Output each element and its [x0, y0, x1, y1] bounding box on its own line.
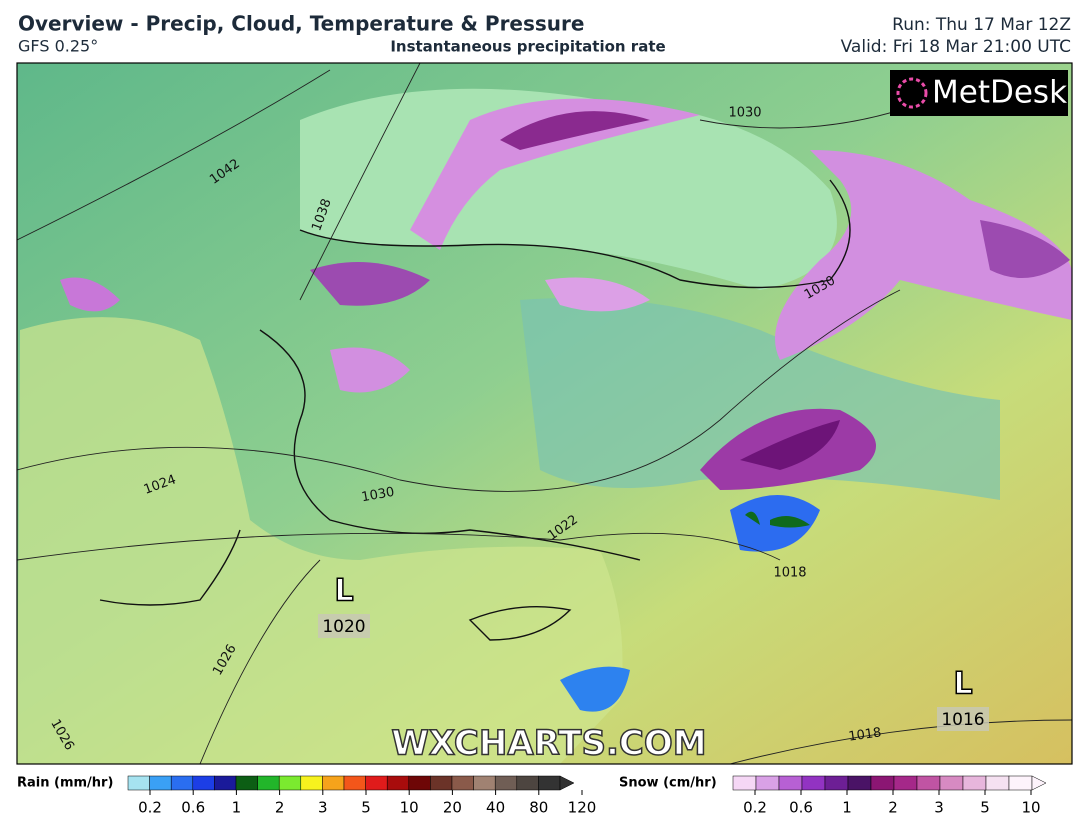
- subtitle: Instantaneous precipitation rate: [390, 38, 665, 56]
- rain-tick-label: 2: [275, 799, 285, 817]
- snow-band: [60, 277, 120, 312]
- snow-heavy: [500, 111, 650, 150]
- snow-swatch: [962, 775, 987, 791]
- snow-tick-label: 0.6: [789, 799, 813, 817]
- rain-tick-label: 0.2: [138, 799, 162, 817]
- center-value: 1016: [941, 710, 984, 730]
- rain-arrow: [559, 775, 575, 791]
- rain-swatch: [365, 775, 388, 791]
- rain-tick-label: 20: [443, 799, 462, 817]
- isobar-label: 1030: [360, 485, 395, 506]
- pressure-centers: L 1020 L 1016: [318, 573, 989, 731]
- snow-heavy: [740, 420, 840, 470]
- isobar-label: 1018: [848, 725, 883, 744]
- isobars: [17, 63, 1072, 764]
- snow-tick-label: 3: [934, 799, 944, 817]
- snow-tick-label: 1: [842, 799, 852, 817]
- low-symbol: L: [953, 667, 972, 702]
- low-symbol: L: [334, 574, 353, 609]
- rain-tick-label: 40: [486, 799, 505, 817]
- legend: 0.2 0.6 1 2 3 5 10 20 40 80 120 0.2 0.6 1 2 3 5 10: [127, 775, 1047, 817]
- rain-swatch: [149, 775, 172, 791]
- logo-icon: [896, 77, 928, 109]
- rain-swatch: [408, 775, 431, 791]
- map-frame: [16, 62, 1073, 765]
- rain-swatch: [343, 775, 366, 791]
- logo-box: [890, 70, 1068, 116]
- snow-band: [545, 277, 650, 312]
- snow-swatch: [893, 775, 918, 791]
- rain-tick-label: 10: [400, 799, 419, 817]
- rain-tick-label: 3: [318, 799, 328, 817]
- rain-swatch: [322, 775, 345, 791]
- cloud-area: [520, 298, 1000, 500]
- snow-swatch: [824, 775, 849, 791]
- rain-swatch: [300, 775, 323, 791]
- snow-swatch: [847, 775, 872, 791]
- rain-swatch: [278, 775, 302, 791]
- snow-swatch: [939, 775, 964, 791]
- title: Overview - Precip, Cloud, Temperature & …: [18, 12, 584, 36]
- rain-tick-label: 80: [529, 799, 548, 817]
- snow-band: [775, 150, 1072, 360]
- snow-band: [410, 98, 700, 250]
- snow-legend-label: Snow (cm/hr): [619, 776, 717, 791]
- rain-swatch: [473, 775, 496, 791]
- snow-swatch: [778, 775, 803, 791]
- snow-swatch: [755, 775, 780, 791]
- map: 1030104210381030103010221024102610261018…: [17, 63, 1072, 764]
- snow-tick-label: 2: [888, 799, 898, 817]
- watermark: WXCHARTS.COM: [391, 724, 706, 764]
- snow-swatch: [732, 775, 757, 791]
- mediterranean: [17, 317, 623, 764]
- rain-swatch: [235, 775, 258, 791]
- rain-swatch: [494, 775, 518, 791]
- rain-legend-label: Rain (mm/hr): [17, 776, 113, 791]
- snow-swatch: [801, 775, 826, 791]
- rain-swatch: [451, 775, 474, 791]
- rain-heavy: [745, 511, 810, 528]
- rain-swatch: [430, 775, 453, 791]
- isobar-label: 1018: [773, 566, 806, 581]
- coastlines: [99, 179, 851, 641]
- rain-swatch: [192, 775, 215, 791]
- run-time: Run: Thu 17 Mar 12Z: [892, 15, 1071, 35]
- valid-time: Valid: Fri 18 Mar 21:00 UTC: [841, 37, 1071, 57]
- snow-heavy: [980, 220, 1070, 278]
- snow-swatch: [1008, 775, 1033, 791]
- snow-tick-label: 0.2: [743, 799, 767, 817]
- rain-swatch: [257, 775, 280, 791]
- snow-tick-label: 5: [980, 799, 990, 817]
- snow-tick-label: 10: [1021, 799, 1040, 817]
- snow-swatch: [916, 775, 941, 791]
- snow-band: [330, 347, 410, 393]
- center-value-box: [937, 707, 989, 731]
- rain-swatch: [170, 775, 194, 791]
- rain-tick-label: 0.6: [181, 799, 205, 817]
- isobar-label: 1030: [728, 106, 761, 121]
- rain-tick-label: 5: [361, 799, 371, 817]
- rain-swatch: [516, 775, 539, 791]
- rain-swatch: [386, 775, 410, 791]
- rain-tick-label: 120: [568, 799, 597, 817]
- rain-swatch: [538, 775, 561, 791]
- snow-swatch: [985, 775, 1010, 791]
- logo: MetDesk: [932, 75, 1067, 111]
- rain-swatch: [127, 775, 150, 791]
- center-value: 1020: [322, 617, 365, 637]
- rain-area: [560, 666, 630, 712]
- rain-swatch: [214, 775, 237, 791]
- snow-arrow: [1031, 775, 1047, 791]
- center-value-box: [318, 614, 370, 638]
- snow-swatch: [870, 775, 895, 791]
- snow-band: [310, 262, 430, 306]
- model: GFS 0.25°: [18, 37, 98, 56]
- rain-tick-label: 1: [232, 799, 242, 817]
